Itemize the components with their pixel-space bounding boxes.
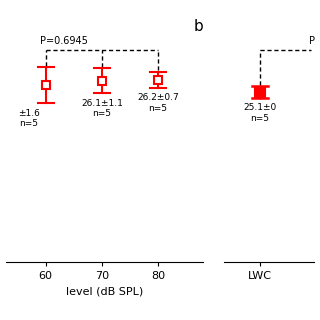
Text: P: P xyxy=(309,36,315,46)
Text: P=0.6945: P=0.6945 xyxy=(40,36,88,46)
X-axis label: level (dB SPL): level (dB SPL) xyxy=(66,287,143,297)
Text: ±1.6
n=5: ±1.6 n=5 xyxy=(18,109,40,128)
Text: 26.1±1.1
n=5: 26.1±1.1 n=5 xyxy=(81,99,123,118)
Text: 26.2±0.7
n=5: 26.2±0.7 n=5 xyxy=(137,93,179,113)
Text: 25.1±0
n=5: 25.1±0 n=5 xyxy=(244,103,277,123)
Text: b: b xyxy=(194,19,203,34)
